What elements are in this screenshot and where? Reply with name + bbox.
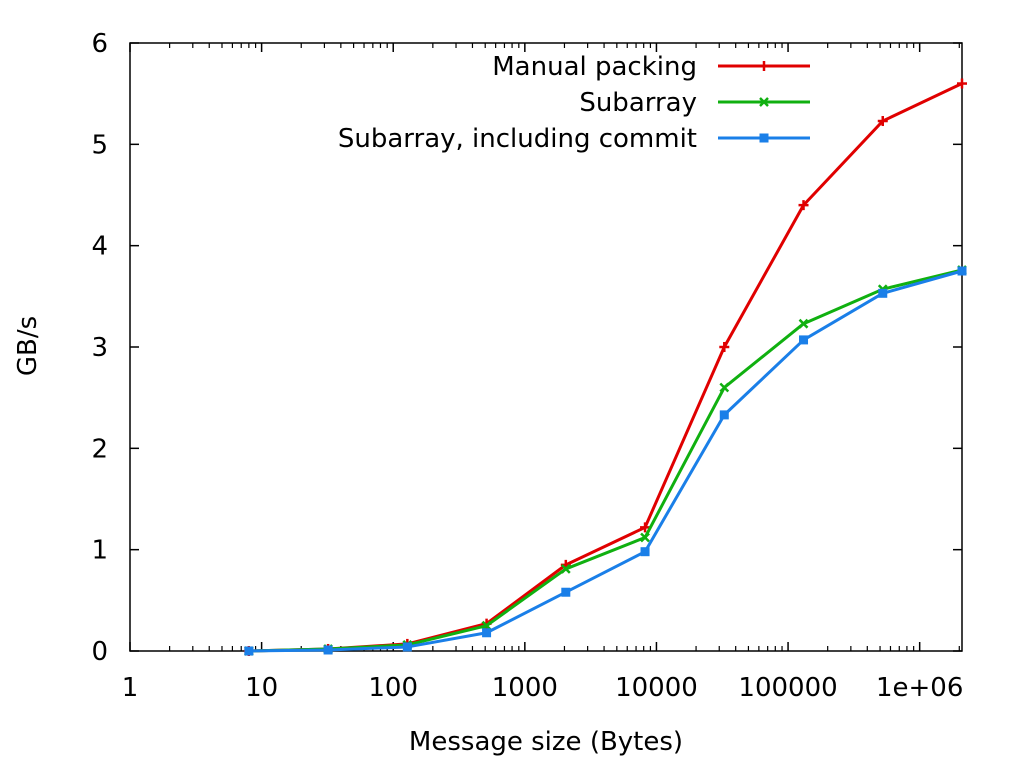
data-point xyxy=(759,61,769,71)
marker-d2 xyxy=(798,318,809,329)
data-point xyxy=(798,318,809,329)
data-point xyxy=(323,645,333,655)
x-tick-label: 10000 xyxy=(615,673,698,703)
marker-d2 xyxy=(759,97,769,107)
marker-d2 xyxy=(560,564,571,574)
data-point xyxy=(878,288,888,298)
data-point xyxy=(482,628,492,638)
data-point xyxy=(640,532,650,543)
data-point xyxy=(561,587,571,597)
data-point xyxy=(719,342,730,352)
x-tick-label: 1000 xyxy=(492,673,558,703)
data-point xyxy=(719,382,730,393)
y-tick-label: 2 xyxy=(91,434,108,464)
data-point xyxy=(640,547,650,557)
y-tick-label: 5 xyxy=(91,130,108,160)
data-point xyxy=(640,522,651,533)
x-tick-label: 1 xyxy=(122,673,139,703)
data-point xyxy=(877,116,888,127)
x-tick-label: 100000 xyxy=(738,673,837,703)
series-line xyxy=(248,268,963,653)
y-tick-label: 6 xyxy=(91,29,108,59)
legend: Manual packing Subarray Subarray, includin… xyxy=(338,52,810,154)
x-axis-title: Message size (Bytes) xyxy=(409,727,683,757)
series-3 xyxy=(244,266,967,656)
legend-label: Manual packing xyxy=(492,52,697,82)
data-point xyxy=(957,266,967,276)
legend-label: Subarray, including commit xyxy=(338,124,697,154)
series-layer xyxy=(243,78,967,656)
data-point xyxy=(798,200,809,211)
data-point xyxy=(799,335,809,345)
series-2 xyxy=(243,265,967,656)
data-point xyxy=(957,78,967,89)
data-point xyxy=(759,97,769,107)
y-tick-label: 3 xyxy=(91,333,108,363)
series-line xyxy=(248,82,963,653)
y-axis-title: GB/s xyxy=(13,316,43,376)
x-tick-label: 10 xyxy=(245,673,278,703)
legend-label: Subarray xyxy=(579,88,697,118)
y-tick-label: 0 xyxy=(91,637,108,667)
series-1 xyxy=(243,78,967,656)
data-point xyxy=(402,642,412,652)
data-point xyxy=(560,564,571,574)
marker-d2 xyxy=(640,532,650,543)
y-tick-label: 1 xyxy=(91,536,108,566)
marker-d2 xyxy=(719,382,730,393)
x-tick-label: 100 xyxy=(368,673,418,703)
series-line xyxy=(248,269,963,653)
x-tick-label: 1e+06 xyxy=(876,673,963,703)
data-point xyxy=(759,133,769,143)
data-point xyxy=(244,646,254,656)
data-point xyxy=(719,410,729,420)
y-tick-label: 4 xyxy=(91,232,108,262)
